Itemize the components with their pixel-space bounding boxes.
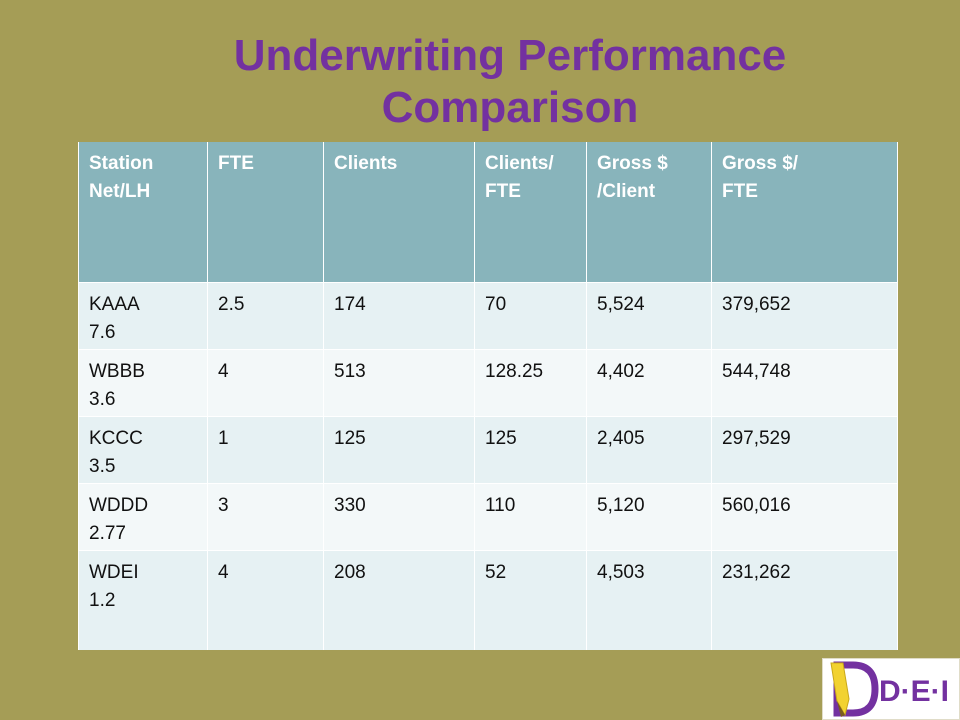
cell-fte: 4: [207, 348, 324, 416]
cell-clients: 208: [323, 549, 475, 650]
cell-fte: 1: [207, 415, 324, 483]
header-station: Station Net/LH: [78, 142, 208, 283]
table-header: Station Net/LH FTE Clients Clients/FTE Gr…: [78, 142, 898, 283]
pencil-d-logo-icon: D·E·I: [830, 661, 949, 717]
station-name: KAAA: [89, 293, 140, 315]
cell-station: WDEI 1.2: [78, 549, 208, 650]
header-clients-per-fte-line2: FTE: [485, 181, 521, 202]
logo-text: D·E·I: [879, 675, 949, 708]
cell-gross-per-client: 5,524: [586, 281, 712, 349]
cell-fte: 3: [207, 482, 324, 550]
comparison-table: Station Net/LH FTE Clients Clients/FTE Gr…: [78, 142, 898, 650]
table-row: KCCC 3.5 1 125 125 2,405 297,529: [78, 415, 898, 483]
cell-clients: 125: [323, 415, 475, 483]
cell-clients: 330: [323, 482, 475, 550]
cell-fte: 2.5: [207, 281, 324, 349]
cell-fte: 4: [207, 549, 324, 650]
header-gross-per-fte-line1: Gross $/: [722, 153, 799, 174]
station-net: 1.2: [89, 589, 116, 611]
cell-clients-per-fte: 128.25: [474, 348, 587, 416]
header-gross-per-fte: Gross $/ FTE: [711, 142, 898, 283]
station-net: 3.6: [89, 388, 116, 410]
cell-clients-per-fte: 110: [474, 482, 587, 550]
slide-title: Underwriting Performance Comparison: [60, 30, 960, 134]
header-clients-line1: Clients: [334, 153, 398, 174]
slide-title-line-1: Underwriting Performance: [233, 31, 787, 80]
cell-gross-per-client: 2,405: [586, 415, 712, 483]
header-gross-per-client-line2: /Client: [597, 181, 656, 202]
header-station-line1: Station: [89, 153, 154, 174]
station-name: WBBB: [89, 360, 145, 382]
header-gross-per-fte-line2: FTE: [722, 181, 758, 202]
header-fte-line1: FTE: [218, 153, 254, 174]
cell-gross-per-client: 5,120: [586, 482, 712, 550]
cell-gross-per-client: 4,402: [586, 348, 712, 416]
header-fte: FTE: [207, 142, 324, 283]
header-clients-per-fte: Clients/FTE: [474, 142, 587, 283]
cell-clients-per-fte: 52: [474, 549, 587, 650]
cell-clients-per-fte: 125: [474, 415, 587, 483]
cell-station: WDDD 2.77: [78, 482, 208, 550]
cell-clients: 513: [323, 348, 475, 416]
table-row: KAAA 7.6 2.5 174 70 5,524 379,652: [78, 281, 898, 349]
cell-station: KCCC 3.5: [78, 415, 208, 483]
header-clients: Clients: [323, 142, 475, 283]
header-gross-per-client-line1: Gross $: [597, 153, 668, 174]
header-station-line2: Net/LH: [89, 181, 151, 202]
header-gross-per-client: Gross $ /Client: [586, 142, 712, 283]
cell-gross-per-fte: 379,652: [711, 281, 898, 349]
header-clients-per-fte-line1: Clients/: [485, 153, 554, 174]
table-row: WDEI 1.2 4 208 52 4,503 231,262: [78, 549, 898, 650]
station-net: 2.77: [89, 522, 126, 544]
comparison-table-container: Station Net/LH FTE Clients Clients/FTE Gr…: [78, 142, 898, 650]
cell-clients: 174: [323, 281, 475, 349]
cell-gross-per-client: 4,503: [586, 549, 712, 650]
cell-gross-per-fte: 231,262: [711, 549, 898, 650]
cell-gross-per-fte: 297,529: [711, 415, 898, 483]
station-name: WDEI: [89, 561, 139, 583]
table-body: KAAA 7.6 2.5 174 70 5,524 379,652 WBBB 3.6…: [78, 281, 898, 650]
station-net: 3.5: [89, 455, 116, 477]
station-net: 7.6: [89, 321, 116, 343]
station-name: WDDD: [89, 494, 149, 516]
station-name: KCCC: [89, 427, 143, 449]
table-row: WBBB 3.6 4 513 128.25 4,402 544,748: [78, 348, 898, 416]
cell-gross-per-fte: 544,748: [711, 348, 898, 416]
cell-gross-per-fte: 560,016: [711, 482, 898, 550]
dei-logo: D·E·I: [822, 658, 960, 720]
cell-station: KAAA 7.6: [78, 281, 208, 349]
slide-title-line-2: Comparison: [381, 83, 639, 132]
cell-station: WBBB 3.6: [78, 348, 208, 416]
table-row: WDDD 2.77 3 330 110 5,120 560,016: [78, 482, 898, 550]
table-header-row: Station Net/LH FTE Clients Clients/FTE Gr…: [78, 142, 898, 283]
cell-clients-per-fte: 70: [474, 281, 587, 349]
